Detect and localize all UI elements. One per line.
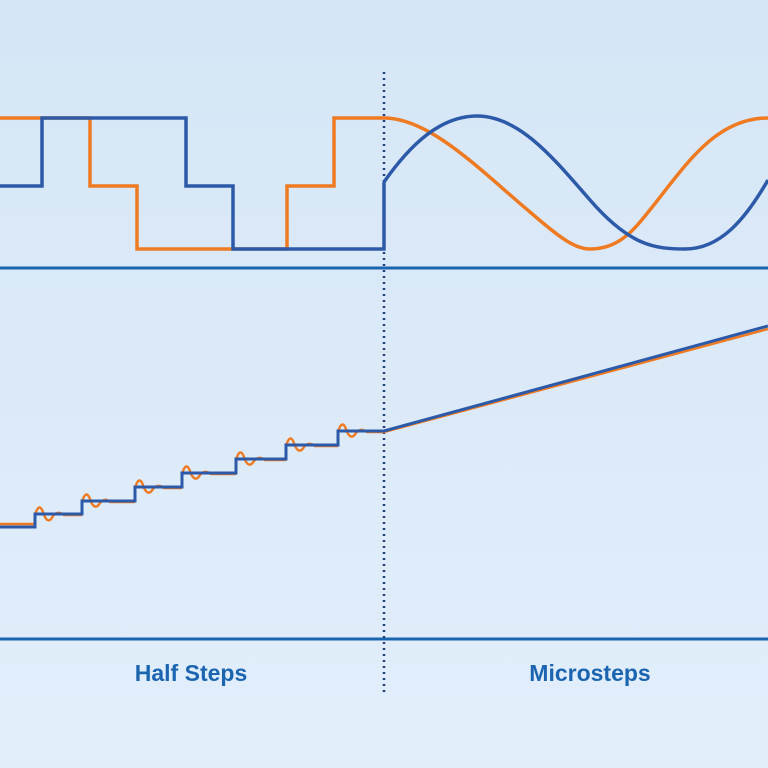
phase-b-current-microsteps	[382, 114, 768, 251]
rotor-position-steps	[0, 324, 768, 529]
half-steps-label: Half Steps	[134, 660, 248, 686]
rotor-position-ringing	[0, 327, 768, 526]
microsteps-label: Microsteps	[529, 660, 651, 686]
phase-a-current-half-steps	[0, 116, 384, 251]
phase-a-current-microsteps	[383, 116, 768, 251]
phase-b-current-half-steps	[0, 116, 386, 251]
